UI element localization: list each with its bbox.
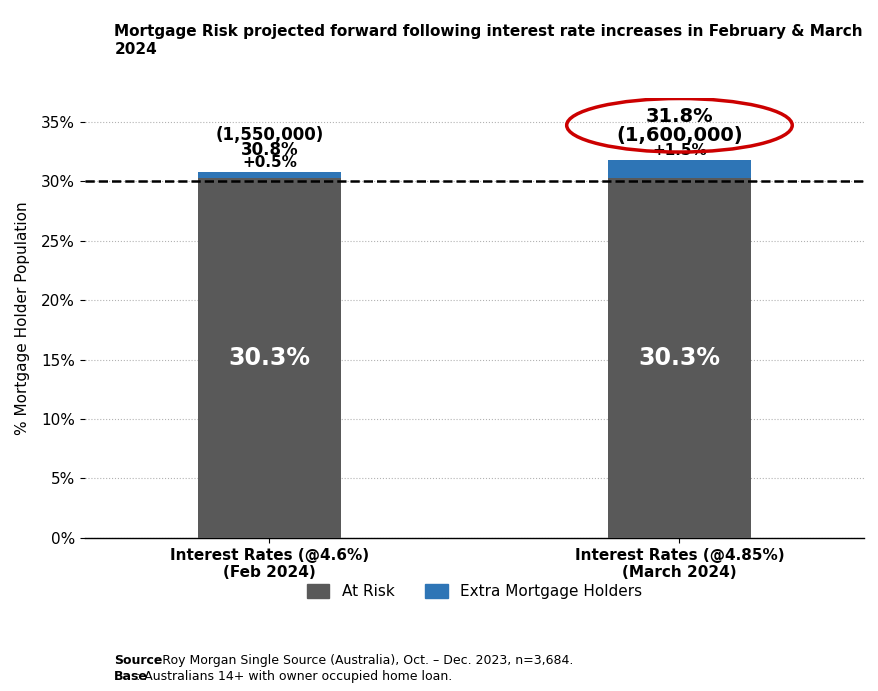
Y-axis label: % Mortgage Holder Population: % Mortgage Holder Population <box>15 201 30 435</box>
Text: +1.5%: +1.5% <box>651 143 706 158</box>
Bar <box>198 178 341 538</box>
Legend: At Risk, Extra Mortgage Holders: At Risk, Extra Mortgage Holders <box>300 578 648 605</box>
Text: Source: Source <box>114 654 162 667</box>
Text: +0.5%: +0.5% <box>241 155 297 170</box>
Text: 30.3%: 30.3% <box>228 346 310 370</box>
Text: : Roy Morgan Single Source (Australia), Oct. – Dec. 2023, n=3,684.: : Roy Morgan Single Source (Australia), … <box>154 654 577 667</box>
Text: (1,600,000): (1,600,000) <box>615 126 742 145</box>
Text: 31.8%: 31.8% <box>645 107 712 126</box>
Text: Mortgage Risk projected forward following interest rate increases in February & : Mortgage Risk projected forward followin… <box>114 24 862 57</box>
Bar <box>198 171 341 178</box>
Text: Base: Base <box>114 670 148 683</box>
Text: 30.8%: 30.8% <box>241 140 298 158</box>
Text: 30.3%: 30.3% <box>637 346 720 370</box>
Text: (1,550,000): (1,550,000) <box>215 126 323 144</box>
Bar <box>607 160 751 178</box>
Text: : Australians 14+ with owner occupied home loan.: : Australians 14+ with owner occupied ho… <box>136 670 452 683</box>
Bar <box>607 178 751 538</box>
